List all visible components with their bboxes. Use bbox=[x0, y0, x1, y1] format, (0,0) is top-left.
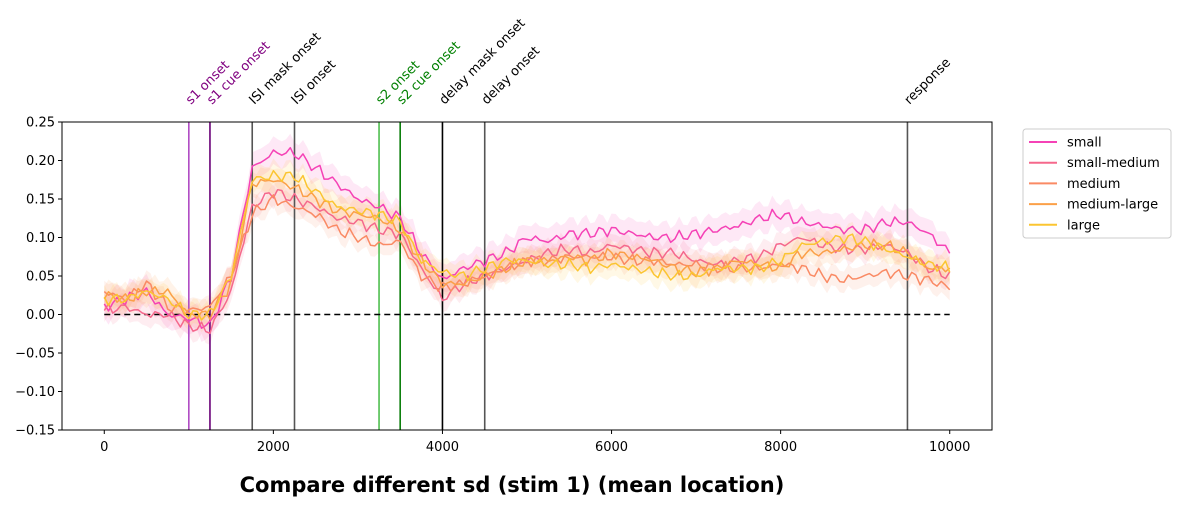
x-tick-label: 10000 bbox=[929, 440, 970, 455]
y-tick-label: 0.15 bbox=[26, 193, 55, 208]
x-tick-label: 0 bbox=[100, 440, 108, 455]
x-tick-label: 8000 bbox=[764, 440, 797, 455]
event-label-isi-mask-onset: ISI mask onset bbox=[246, 30, 324, 108]
y-tick-label: −0.05 bbox=[15, 347, 55, 362]
event-lines bbox=[188, 122, 909, 430]
series-lines bbox=[103, 146, 951, 335]
legend-label-small: small bbox=[1067, 136, 1102, 151]
series-line-small bbox=[103, 146, 951, 329]
y-tick-label: 0.25 bbox=[26, 116, 55, 131]
series-line-small-medium bbox=[103, 188, 951, 335]
legend-box bbox=[1022, 128, 1172, 239]
y-axis: −0.15 −0.10 −0.05 0.00 0.05 0.10 0.15 0.20 0.25 bbox=[15, 116, 62, 439]
x-axis: 0 2000 4000 6000 8000 10000 bbox=[100, 430, 970, 455]
y-tick-label: 0.20 bbox=[26, 154, 55, 169]
y-tick-label: 0.00 bbox=[26, 308, 55, 323]
series-line-medium-large bbox=[103, 178, 951, 321]
legend: small small-medium medium medium-large large bbox=[1022, 128, 1172, 239]
chart-title: Compare different sd (stim 1) (mean loca… bbox=[240, 473, 785, 497]
x-tick-label: 4000 bbox=[426, 440, 459, 455]
legend-label-large: large bbox=[1067, 218, 1100, 233]
legend-label-small-medium: small-medium bbox=[1067, 156, 1160, 171]
legend-label-medium-large: medium-large bbox=[1067, 198, 1158, 213]
y-tick-label: 0.10 bbox=[26, 231, 55, 246]
y-tick-label: −0.15 bbox=[15, 424, 55, 439]
x-tick-label: 2000 bbox=[257, 440, 290, 455]
y-tick-label: −0.10 bbox=[15, 385, 55, 400]
series-line-medium bbox=[103, 194, 951, 316]
x-tick-label: 6000 bbox=[595, 440, 628, 455]
legend-label-medium: medium bbox=[1067, 177, 1120, 192]
error-band-medium bbox=[104, 184, 950, 326]
event-label-response: response bbox=[902, 55, 954, 107]
series-line-large bbox=[103, 169, 951, 321]
y-tick-label: 0.05 bbox=[26, 270, 55, 285]
error-band-small bbox=[104, 133, 950, 342]
